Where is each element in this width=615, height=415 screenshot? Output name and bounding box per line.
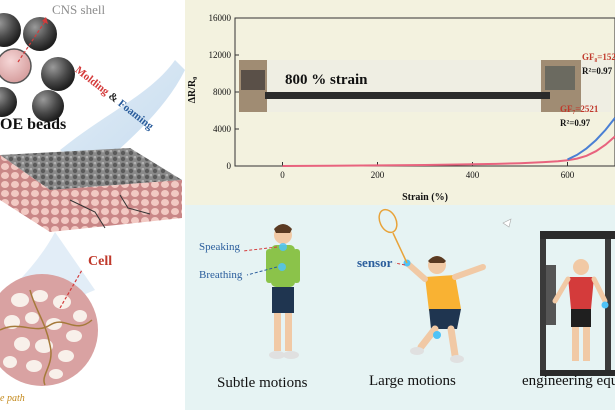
motions-panel: Speaking Breathing Subtle motions sensor… [185, 205, 615, 410]
hair [274, 224, 292, 233]
x-tick-label: 600 [561, 170, 575, 180]
y-axis-label: ΔR/R₀ [187, 77, 198, 104]
x-tick-label: 400 [466, 170, 480, 180]
left-clamp-jaw [241, 70, 265, 90]
left-schematic-panel: CNS shell OE beads Molding & Foaming Cel… [0, 0, 185, 410]
knee-sensor [433, 331, 441, 339]
gf-label: GF₈=152 [582, 52, 615, 62]
inset-photo: 800 % strain [239, 60, 611, 112]
person-jumping [376, 207, 511, 363]
gf-label: GF₇=2521 [560, 104, 599, 114]
beads-label: OE beads [0, 116, 66, 134]
engineering-title: engineering equ [522, 373, 615, 390]
gf-annotation-bottom: GF₇=2521 R²=0.97 [560, 104, 599, 128]
bead [0, 13, 21, 47]
bead [23, 17, 57, 51]
subtle-motions-title: Subtle motions [217, 375, 307, 392]
sensor-label: sensor [357, 255, 392, 271]
shuttlecock-icon [503, 219, 511, 227]
x-axis-label: Strain (%) [402, 192, 448, 203]
r2-label: R²=0.97 [582, 66, 613, 76]
large-motions-title: Large motions [369, 373, 456, 390]
bead [41, 57, 75, 91]
throat-sensor [279, 243, 287, 251]
cell-label: Cell [88, 254, 112, 270]
x-tick-label: 200 [371, 170, 385, 180]
tank-top [568, 277, 594, 309]
speaking-label: Speaking [199, 241, 240, 253]
chart-panel: 800 % strain 0 4000 8000 12000 16000 0 200 400… [185, 0, 615, 205]
inset-text: 800 % strain [285, 72, 368, 88]
stretched-strip [265, 92, 550, 99]
head [573, 259, 589, 275]
chest-sensor [278, 263, 286, 271]
arm-sensor [602, 302, 609, 309]
y-tick-label: 4000 [213, 124, 232, 134]
y-axis: 0 4000 8000 12000 16000 [209, 13, 240, 171]
shirt [425, 275, 461, 311]
sensor-arrow [395, 263, 405, 265]
racket-handle [393, 233, 407, 263]
y-tick-label: 12000 [209, 50, 232, 60]
person-standing [266, 224, 300, 359]
racket-head [376, 207, 401, 236]
shorts [272, 287, 294, 313]
foam-slab [0, 148, 182, 232]
strain-chart: 800 % strain 0 4000 8000 12000 16000 0 200 400… [185, 0, 615, 205]
y-tick-label: 8000 [213, 87, 232, 97]
beads-cluster [0, 13, 75, 122]
gym-machine [540, 231, 615, 376]
right-clamp-jaw [545, 66, 575, 90]
breathing-label: Breathing [199, 269, 242, 281]
foam-schematic [0, 0, 185, 410]
path-label: e path [0, 393, 25, 404]
x-tick-label: 0 [280, 170, 285, 180]
bead-core [0, 49, 31, 83]
r2-label: R²=0.97 [560, 118, 591, 128]
y-tick-label: 16000 [209, 13, 232, 23]
strain-curve-pink [283, 136, 615, 166]
cns-shell-label: CNS shell [52, 2, 105, 18]
bead [0, 87, 17, 117]
y-tick-label: 0 [227, 161, 232, 171]
